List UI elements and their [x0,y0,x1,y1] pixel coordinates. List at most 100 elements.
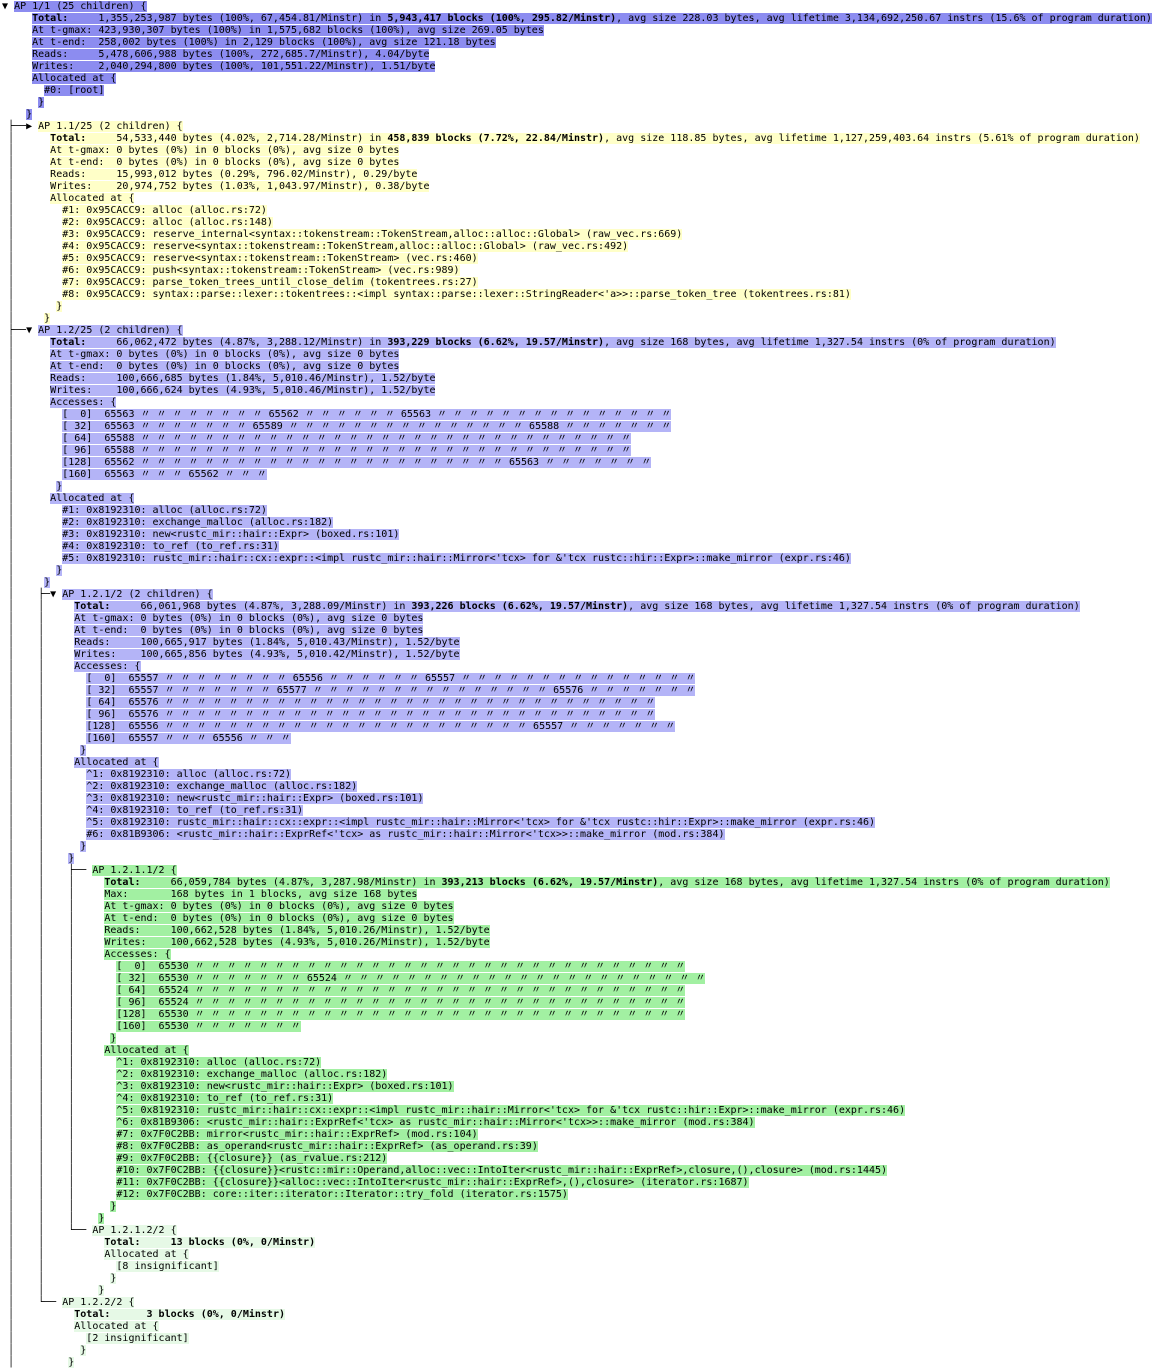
ap-stat-line: │ │ │ Writes: 100,662,528 bytes (4.93%, … [2,937,1175,949]
tree-indent [14,361,50,372]
ap-1-text: At t-end: 258,002 bytes (100%) in 2,129 … [32,37,496,48]
tree-indent [2,61,32,72]
tree-gutter: │ │ [2,853,45,864]
expander-expanded-icon[interactable]: ▼ [2,1,9,12]
ap-1.2-text: [ 64] 65588 〃 〃 〃 〃 〃 〃 〃 〃 〃 〃 〃 〃 〃 〃 … [62,433,632,444]
accesses-close: │ │ │ } [2,1033,1175,1045]
access-row: │ │ [ 96] 65576 〃 〃 〃 〃 〃 〃 〃 〃 〃 〃 〃 〃 … [2,709,1175,721]
expander-expanded-icon[interactable]: ▼ [50,589,57,600]
accesses-open: │ │ Accesses: { [2,661,1175,673]
ap-node-header: │ └── AP 1.2.2/2 { [2,1297,1175,1309]
stack-frame: │ │ │ ^6: 0x81B9306: <rustc_mir::hair::E… [2,1117,1175,1129]
tree-indent [14,529,62,540]
tree-gutter: │ [2,397,15,408]
tree-gutter: │ │ │ [2,1177,75,1188]
tree-indent [14,349,50,360]
tree-indent [74,973,116,984]
tree-indent [14,373,50,384]
tree-indent [74,937,104,948]
tree-indent [74,877,104,888]
ap-1.2.1.2-text: AP 1.2.1.2/2 { [92,1225,177,1236]
tree-gutter: │ │ │ [2,949,75,960]
ap-stat-line: │ Writes: 100,666,624 bytes (4.93%, 5,01… [2,385,1175,397]
tree-gutter: │ │ [2,757,45,768]
tree-gutter: │ └── [2,1297,63,1308]
stack-frame: │ │ │ #8: 0x7F0C2BB: as_operand<rustc_mi… [2,1141,1175,1153]
tree-gutter: │ │ │ [2,1021,75,1032]
tree-gutter: │ │ [2,745,45,756]
ap-1.1-text: Total: 54,533,440 bytes (4.02%, 2,714.28… [50,133,1140,144]
ap-1.2-text: Writes: 100,666,624 bytes (4.93%, 5,010.… [50,385,436,396]
tree-indent [14,1357,68,1368]
allocated-at-close: │ │ } [2,1273,1175,1285]
tree-indent [14,565,56,576]
ap-1.2.1.1-text: #11: 0x7F0C2BB: {{closure}}<alloc::vec::… [116,1177,749,1188]
ap-1.2.1-text: AP 1.2.1/2 (2 children) { [62,589,213,600]
ap-1.2-text: Total: 66,062,472 bytes (4.87%, 3,288.12… [50,337,1056,348]
stack-frame: │ #8: 0x95CACC9: syntax::parse::lexer::t… [2,289,1175,301]
tree-gutter: │ │ │ [2,1165,75,1176]
ap-node-header: │ │ ├── AP 1.2.1.1/2 { [2,865,1175,877]
tree-indent [44,841,80,852]
ap-1.1-text: #4: 0x95CACC9: reserve<syntax::tokenstre… [62,241,629,252]
tree-indent [14,433,62,444]
ap-1.2.2-text: Allocated at { [74,1321,159,1332]
ap-1.2.1.1-text: [ 64] 65524 〃 〃 〃 〃 〃 〃 〃 〃 〃 〃 〃 〃 〃 〃 … [116,985,686,996]
stack-frame: │ │ │ ^5: 0x8192310: rustc_mir::hair::cx… [2,1105,1175,1117]
tree-gutter: │ │ │ [2,973,75,984]
tree-indent [14,457,62,468]
ap-1-text: Writes: 2,040,294,800 bytes (100%, 101,5… [32,61,436,72]
ap-stat-line: At t-gmax: 423,930,307 bytes (100%) in 1… [2,25,1175,37]
ap-node-close: │ │ } [2,853,1175,865]
stack-frame: │ │ ^4: 0x8192310: to_ref (to_ref.rs:31) [2,805,1175,817]
stack-frame: │ │ │ ^2: 0x8192310: exchange_malloc (al… [2,1069,1175,1081]
tree-indent [44,625,74,636]
tree-gutter: │ │ │ [2,901,75,912]
ap-1.2.1-text: Accesses: { [74,661,141,672]
ap-node-close: } [2,109,1175,121]
ap-1.2-text: [160] 65563 〃 〃 〃 65562 〃 〃 〃 [62,469,267,480]
tree-gutter: │ [2,229,15,240]
tree-indent [14,205,62,216]
tree-gutter: │ [2,253,15,264]
ap-stat-line: │ Total: 54,533,440 bytes (4.02%, 2,714.… [2,133,1175,145]
tree-gutter: ├── [2,121,27,132]
tree-gutter: │ │ [2,1249,45,1260]
stack-frame: │ #5: 0x8192310: rustc_mir::hair::cx::ex… [2,553,1175,565]
tree-indent [2,97,38,108]
tree-indent [2,109,26,120]
ap-1-text: Allocated at { [32,73,117,84]
stack-frame: │ #2: 0x95CACC9: alloc (alloc.rs:148) [2,217,1175,229]
tree-gutter: │ [2,373,15,384]
tree-indent [74,913,104,924]
tree-indent [14,301,56,312]
tree-indent [74,1045,104,1056]
tree-indent [44,709,86,720]
expander-collapsed-icon[interactable]: ▶ [26,121,33,132]
tree-gutter: │ │ [2,1285,45,1296]
allocated-at-close: │ } [2,301,1175,313]
ap-stat-line: │ │ Total: 66,061,968 bytes (4.87%, 3,28… [2,601,1175,613]
ap-1.2-text: } [56,481,63,492]
tree-indent [74,1141,116,1152]
tree-gutter: │ │ [2,709,45,720]
ap-1.1-text: } [56,301,63,312]
ap-1.2.1-text: } [80,841,87,852]
tree-indent [44,1285,98,1296]
stack-frame: │ │ │ ^1: 0x8192310: alloc (alloc.rs:72) [2,1057,1175,1069]
stack-frame: │ │ ^2: 0x8192310: exchange_malloc (allo… [2,781,1175,793]
tree-indent [74,1105,116,1116]
allocated-at-open: │ Allocated at { [2,493,1175,505]
tree-gutter: │ │ │ [2,1141,75,1152]
ap-1.2.1-text: } [80,745,87,756]
ap-1.2-text: #2: 0x8192310: exchange_malloc (alloc.rs… [62,517,334,528]
ap-1.1-text: #2: 0x95CACC9: alloc (alloc.rs:148) [62,217,273,228]
tree-gutter: │ │ [2,781,45,792]
ap-1.2.1-text: [ 0] 65557 〃 〃 〃 〃 〃 〃 〃 〃 65556 〃 〃 〃 〃… [86,673,696,684]
tree-indent [14,517,62,528]
ap-1.2.1-text: ^4: 0x8192310: to_ref (to_ref.rs:31) [86,805,304,816]
ap-node-header: ├──▶ AP 1.1/25 (2 children) { [2,121,1175,133]
expander-expanded-icon[interactable]: ▼ [26,325,33,336]
tree-gutter: │ [2,217,15,228]
